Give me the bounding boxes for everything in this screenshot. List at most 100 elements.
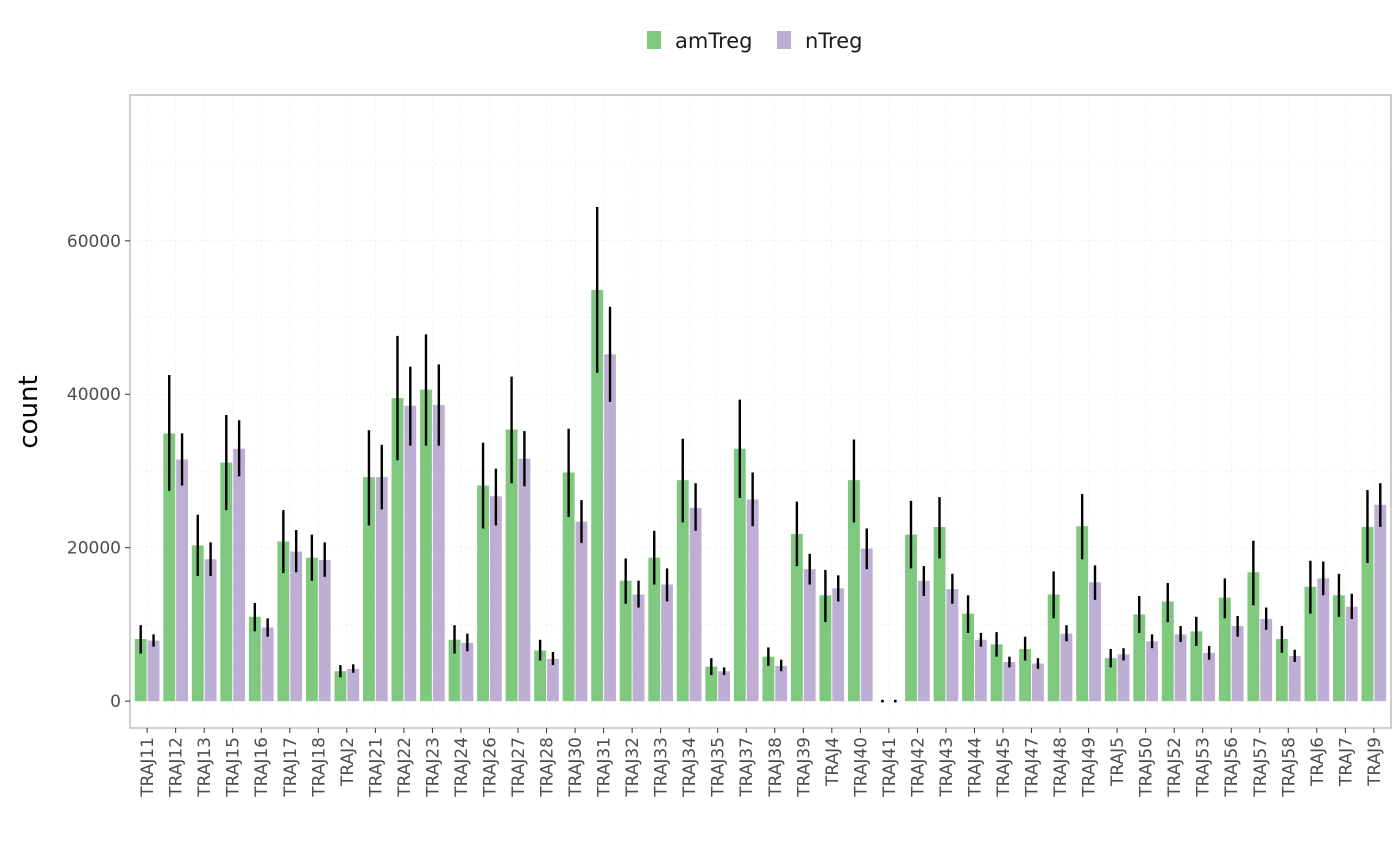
bar-traj34-amtreg: [676, 480, 689, 702]
x-tick-label: TRAJ16: [252, 737, 272, 798]
bar-traj9-ntreg: [1374, 504, 1387, 702]
x-tick-label: TRAJ44: [965, 737, 985, 798]
bar-traj45-amtreg: [990, 644, 1003, 702]
bar-traj13-ntreg: [204, 559, 217, 702]
bar-traj39-amtreg: [790, 533, 803, 702]
bar-traj18-amtreg: [305, 557, 318, 702]
x-tick-label: TRAJ7: [1336, 737, 1356, 787]
bar-traj18-ntreg: [318, 559, 331, 702]
bar-traj11-ntreg: [147, 640, 160, 702]
x-tick-label: TRAJ30: [566, 737, 586, 798]
error-bars: [139, 207, 1382, 703]
bar-traj26-amtreg: [477, 485, 489, 702]
bar-traj44-ntreg: [974, 639, 987, 702]
bar-traj56-amtreg: [1218, 597, 1231, 702]
bar-traj27-ntreg: [518, 458, 531, 702]
x-tick-label: TRAJ40: [851, 737, 871, 798]
x-tick-label: TRAJ47: [1023, 737, 1043, 798]
bar-traj11-amtreg: [134, 638, 147, 702]
bar-traj22-ntreg: [404, 405, 417, 702]
bar-traj28-amtreg: [534, 650, 547, 702]
bar-traj38-ntreg: [775, 665, 788, 702]
bar-traj16-amtreg: [248, 616, 261, 702]
bar-traj53-amtreg: [1190, 631, 1203, 702]
x-tick-label: TRAJ22: [395, 737, 415, 798]
x-tick-label: TRAJ5: [1108, 737, 1128, 787]
bar-traj30-ntreg: [575, 521, 588, 702]
bar-traj32-amtreg: [619, 580, 632, 702]
y-tick-label: 60000: [67, 232, 121, 252]
x-tick-label: TRAJ28: [538, 737, 558, 798]
legend-swatch-ntreg: [777, 31, 791, 49]
y-axis: 0 20000 40000 60000: [67, 232, 130, 712]
x-tick-label: TRAJ32: [623, 737, 643, 798]
x-tick-label: TRAJ2: [338, 737, 358, 787]
bar-traj30-amtreg: [562, 472, 575, 702]
y-axis-title: count: [14, 375, 44, 448]
bar-traj52-ntreg: [1174, 634, 1187, 702]
x-axis: TRAJ11 TRAJ12 TRAJ13 TRAJ15 TRAJ16 TRAJ17 TRAJ…: [138, 728, 1385, 798]
legend-label-ntreg: nTreg: [805, 29, 862, 53]
bar-traj45-ntreg: [1003, 662, 1016, 702]
bar-traj37-ntreg: [746, 499, 759, 702]
bar-traj9-amtreg: [1361, 526, 1374, 702]
bar-traj16-ntreg: [261, 627, 274, 702]
x-tick-label: TRAJ9: [1365, 737, 1385, 787]
bar-traj21-ntreg: [375, 477, 388, 702]
bar-traj12-ntreg: [176, 459, 188, 702]
x-tick-label: TRAJ53: [1194, 737, 1214, 798]
x-tick-label: TRAJ18: [309, 737, 329, 798]
bar-traj37-amtreg: [733, 448, 746, 702]
legend-item-amtreg: amTreg: [647, 29, 753, 53]
x-tick-label: TRAJ57: [1251, 737, 1271, 798]
y-tick-label: 20000: [67, 539, 121, 559]
bar-traj43-amtreg: [933, 526, 946, 702]
bar-traj35-amtreg: [705, 666, 718, 702]
x-tick-label: TRAJ35: [709, 737, 729, 798]
bar-traj31-amtreg: [591, 289, 604, 702]
bar-traj27-amtreg: [505, 429, 518, 702]
bar-traj47-amtreg: [1019, 648, 1032, 702]
bar-traj58-ntreg: [1288, 655, 1301, 702]
bar-traj44-amtreg: [962, 613, 974, 702]
bar-traj12-amtreg: [163, 433, 176, 702]
bar-traj38-amtreg: [762, 656, 775, 702]
bar-traj31-ntreg: [604, 354, 616, 702]
x-tick-label: TRAJ4: [823, 737, 843, 787]
bar-traj22-amtreg: [391, 398, 404, 702]
x-tick-label: TRAJ13: [195, 737, 215, 798]
bar-traj39-ntreg: [803, 569, 816, 702]
bar-traj42-ntreg: [917, 580, 930, 702]
y-tick-label: 40000: [67, 385, 121, 405]
legend-item-ntreg: nTreg: [777, 29, 862, 53]
x-tick-label: TRAJ21: [366, 737, 386, 798]
bar-traj2-amtreg: [334, 671, 347, 702]
bar-traj33-amtreg: [648, 557, 661, 702]
bar-traj50-ntreg: [1146, 641, 1158, 702]
plot-border: [129, 94, 1392, 729]
bar-traj48-ntreg: [1060, 633, 1073, 702]
x-tick-label: TRAJ37: [737, 737, 757, 798]
bar-traj49-ntreg: [1089, 582, 1101, 702]
bar-traj57-ntreg: [1260, 619, 1273, 702]
bar-traj35-ntreg: [718, 671, 731, 702]
bar-traj7-amtreg: [1333, 595, 1345, 702]
bar-traj15-ntreg: [233, 448, 246, 702]
bar-traj43-ntreg: [946, 589, 959, 702]
x-tick-label: TRAJ43: [937, 737, 957, 798]
bar-traj13-amtreg: [191, 545, 204, 702]
bar-traj7-ntreg: [1345, 606, 1358, 702]
bar-traj57-amtreg: [1247, 572, 1260, 702]
bar-traj17-ntreg: [290, 551, 303, 702]
bar-traj58-amtreg: [1275, 638, 1288, 702]
x-tick-label: TRAJ17: [281, 737, 301, 798]
x-tick-label: TRAJ56: [1222, 737, 1242, 798]
bar-traj49-amtreg: [1076, 526, 1089, 702]
bar-traj4-amtreg: [819, 595, 832, 702]
bar-traj50-amtreg: [1133, 614, 1146, 702]
x-tick-label: TRAJ6: [1308, 737, 1328, 787]
x-tick-label: TRAJ26: [480, 737, 500, 798]
plot-panel: [130, 95, 1391, 728]
x-tick-label: TRAJ27: [509, 737, 529, 798]
